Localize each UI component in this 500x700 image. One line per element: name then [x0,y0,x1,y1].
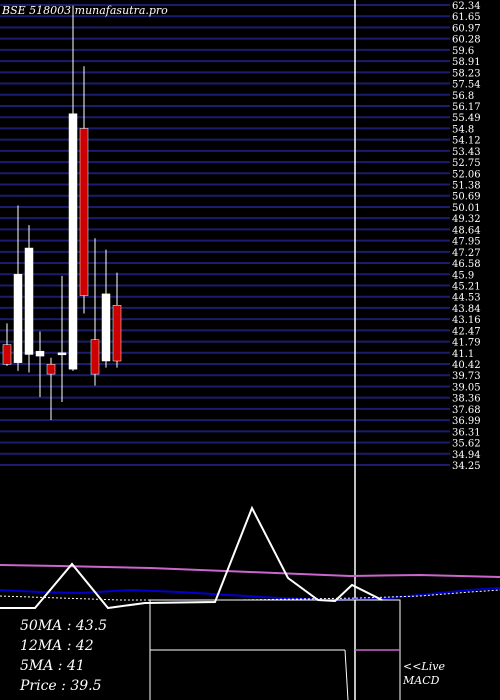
y-tick-label: 34.94 [452,450,481,461]
price-gridlines [0,4,450,466]
legend-ma50: 50MA : 43.5 [20,618,107,634]
y-tick-label: 34.25 [452,461,481,472]
candle-body [13,273,23,363]
candle-body [35,350,45,357]
candle-body [2,344,12,365]
y-tick-label: 50.69 [452,192,481,203]
y-tick-label: 48.64 [452,225,481,236]
candle-body [57,352,67,356]
macd-label-line2: MACD [402,674,440,687]
y-tick-label: 61.65 [452,12,481,23]
y-tick-label: 36.31 [452,427,481,438]
y-tick-label: 54.8 [452,124,474,135]
y-tick-label: 62.34 [452,1,481,12]
candle-body [90,339,100,375]
y-tick-label: 58.23 [452,68,481,79]
legend-price: Price : 39.5 [19,678,102,694]
y-tick-label: 41.79 [452,338,481,349]
candle-body [79,128,89,296]
y-tick-label: 46.58 [452,259,481,270]
y-tick-label: 54.12 [452,136,481,147]
y-tick-label: 39.05 [452,382,481,393]
macd-white-line [0,505,383,610]
y-tick-label: 52.06 [452,169,481,180]
candle-body [46,364,56,375]
ma-white-dotted-line [0,589,500,601]
y-tick-label: 38.36 [452,394,481,405]
y-tick-label: 58.91 [452,57,481,68]
y-tick-label: 52.75 [452,158,481,169]
y-tick-label: 36.99 [452,416,481,427]
y-tick-label: 59.6 [452,46,474,57]
candle-body [101,293,111,362]
y-tick-label: 53.43 [452,147,481,158]
y-tick-label: 43.16 [452,315,481,326]
candle-body [24,247,34,355]
y-tick-label: 56.8 [452,91,474,102]
macd-label-line1: <<Live [403,660,445,673]
y-tick-label: 50.01 [452,203,481,214]
y-tick-label: 57.54 [452,80,481,91]
chart-title: BSE 518003 munafasutra.pro [1,4,168,17]
y-tick-label: 49.32 [452,214,481,225]
legend-ma5: 5MA : 41 [20,658,85,674]
y-tick-label: 40.42 [452,360,481,371]
indicator-panel [0,505,500,700]
y-tick-label: 44.53 [452,293,481,304]
y-tick-label: 60.97 [452,23,481,34]
y-tick-label: 55.49 [452,113,481,124]
y-tick-label: 47.95 [452,237,481,248]
y-tick-label: 35.62 [452,439,481,450]
y-tick-label: 45.21 [452,281,481,292]
macd-box [149,599,401,700]
ma-blue-line [0,587,500,602]
y-tick-label: 45.9 [452,270,474,281]
y-tick-label: 42.47 [452,326,481,337]
candle-body [68,113,78,370]
y-tick-label: 41.1 [452,349,474,360]
y-axis-tick-labels: 62.3461.6560.9760.2859.658.9158.2357.545… [452,1,481,472]
y-tick-label: 56.17 [452,102,481,113]
candlesticks [2,5,122,420]
legend-ma12: 12MA : 42 [20,638,94,654]
ma-magenta-line [0,564,500,578]
candle-body [112,305,122,362]
y-tick-label: 37.68 [452,405,481,416]
macd-drop-line [344,649,349,700]
y-tick-label: 39.73 [452,371,481,382]
y-tick-label: 60.28 [452,35,481,46]
y-tick-label: 47.27 [452,248,481,259]
y-tick-label: 43.84 [452,304,481,315]
y-tick-label: 51.38 [452,181,481,192]
